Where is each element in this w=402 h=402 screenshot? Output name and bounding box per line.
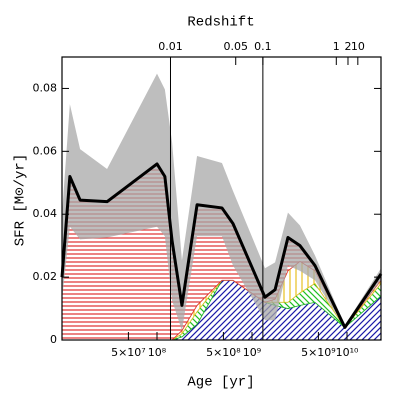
y-tick-label: 0.08 xyxy=(33,81,58,94)
x-tick-label: 10⁹ xyxy=(243,346,261,359)
y-tick-label: 0 xyxy=(50,333,57,346)
x-tick-label: 5×10⁸ xyxy=(206,346,241,359)
uncertainty-band xyxy=(62,73,381,331)
x-tick-label: 5×10⁷ xyxy=(111,346,146,359)
x2-tick-label: 2 xyxy=(344,40,351,53)
y-tick-label: 0.06 xyxy=(33,144,58,157)
x2-axis-label: Redshift xyxy=(187,15,254,31)
x2-tick-label: 0.01 xyxy=(158,40,183,53)
x-tick-label: 5×10⁹ xyxy=(301,346,336,359)
x2-tick-label: 10 xyxy=(351,40,365,53)
plot-frame xyxy=(61,56,382,341)
x-axis-label: Age [yr] xyxy=(187,375,254,391)
x-tick-label: 10⁸ xyxy=(148,346,167,359)
y-tick-label: 0.02 xyxy=(33,270,58,283)
x2-tick-label: 0.05 xyxy=(223,40,248,53)
x2-tick-label: 1 xyxy=(333,40,340,53)
x-tick-label: 10¹⁰ xyxy=(336,346,359,359)
x2-tick-label: 0.1 xyxy=(254,40,272,53)
y-tick-label: 0.04 xyxy=(33,207,58,220)
y-axis-label: SFR [M⊙/yr] xyxy=(13,154,29,246)
sfr-line xyxy=(60,162,383,329)
